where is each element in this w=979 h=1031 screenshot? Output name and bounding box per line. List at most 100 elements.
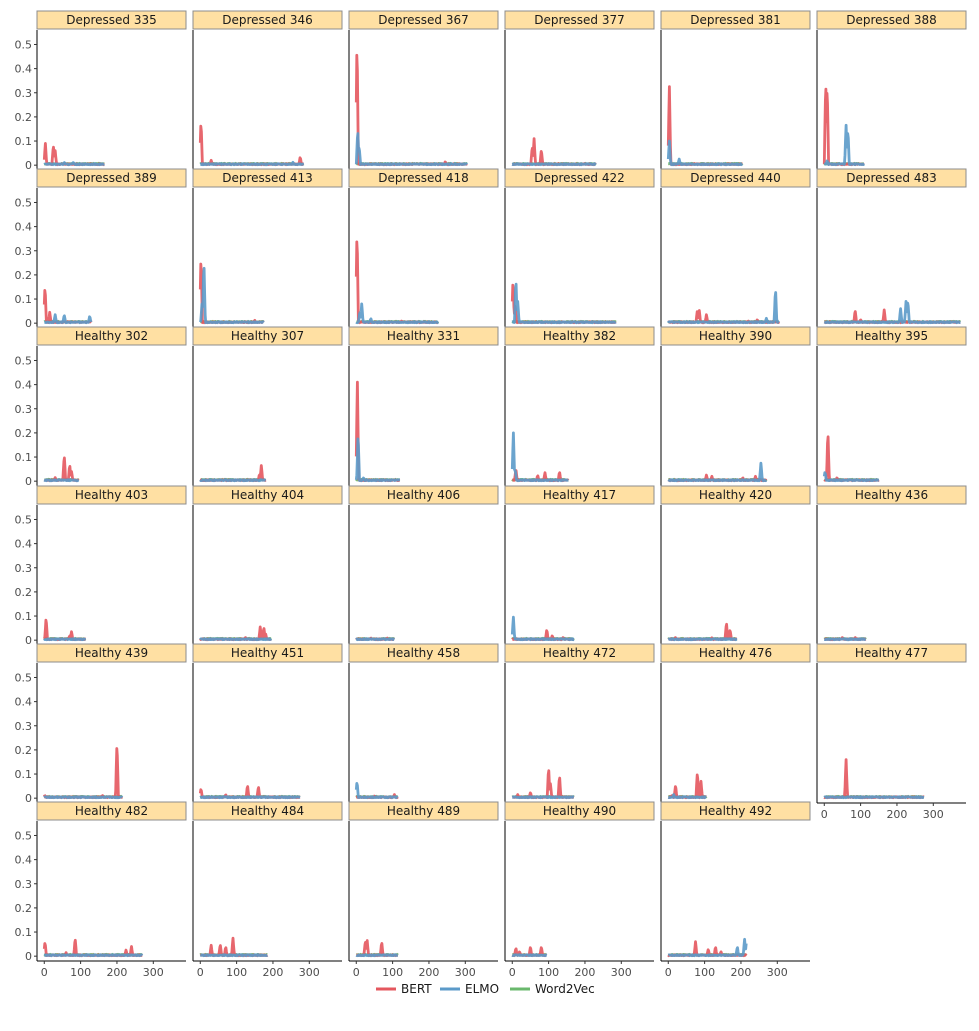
x-tick-label: 300 (923, 808, 944, 821)
y-tick-label: 0.1 (15, 451, 33, 464)
y-tick-label: 0.5 (15, 38, 33, 51)
facet-panel: Depressed 389 0 0.1 0.2 0.3 0.4 0.5 (15, 168, 187, 330)
facet-title: Healthy 476 (699, 646, 772, 660)
facet-title: Healthy 477 (855, 646, 928, 660)
facet-strip (192, 10, 343, 30)
facet-panel: Healthy 484 0 100 200 300 (192, 801, 343, 979)
facet-strip (348, 801, 499, 821)
facet-title: Healthy 458 (387, 646, 460, 660)
facet-title: Depressed 377 (534, 13, 625, 27)
facet-strip (660, 168, 811, 188)
facet-panel: Healthy 420 (660, 485, 811, 646)
facet-panel: Healthy 403 0 0.1 0.2 0.3 0.4 0.5 (15, 485, 187, 647)
legend-label: ELMO (465, 982, 499, 996)
facet-title: Healthy 307 (231, 329, 304, 343)
x-tick-label: 200 (730, 966, 751, 979)
facet-panel: Healthy 489 0 100 200 300 (348, 801, 499, 979)
facet-strip (504, 326, 655, 346)
facet-panel: Healthy 417 (504, 485, 655, 646)
series-line-bert (823, 435, 880, 483)
facet-strip (348, 326, 499, 346)
facet-strip (504, 168, 655, 188)
x-tick-label: 100 (850, 808, 871, 821)
facet-strip (816, 168, 967, 188)
legend: BERT ELMO Word2Vec (376, 982, 595, 996)
x-tick-label: 100 (538, 966, 559, 979)
facet-title: Healthy 417 (543, 488, 616, 502)
series-line-elmo (199, 795, 301, 800)
facet-panel: Healthy 390 (660, 326, 811, 487)
series-line-elmo (667, 461, 768, 483)
x-tick-label: 100 (70, 966, 91, 979)
facet-title: Depressed 381 (690, 13, 781, 27)
series-line-elmo (355, 637, 396, 642)
y-tick-label: 0.1 (15, 768, 33, 781)
y-tick-label: 0.3 (15, 720, 33, 733)
x-tick-label: 200 (886, 808, 907, 821)
x-tick-label: 0 (821, 808, 828, 821)
facet-strip (192, 168, 343, 188)
x-tick-label: 300 (455, 966, 476, 979)
y-tick-label: 0.5 (15, 354, 33, 367)
facet-title: Healthy 484 (231, 804, 304, 818)
facet-panel: Depressed 377 (504, 10, 655, 171)
y-tick-label: 0.4 (15, 538, 33, 551)
x-tick-label: 200 (106, 966, 127, 979)
facet-strip (504, 643, 655, 663)
x-tick-label: 300 (767, 966, 788, 979)
series-line-elmo (355, 953, 399, 958)
facet-title: Depressed 418 (378, 171, 469, 185)
series-line-elmo (667, 793, 708, 800)
facet-title: Healthy 404 (231, 488, 304, 502)
facet-title: Healthy 482 (75, 804, 148, 818)
series-line-elmo (354, 782, 399, 800)
series-line-elmo (199, 953, 269, 958)
series-line-elmo (822, 471, 880, 483)
y-tick-label: 0.5 (15, 513, 33, 526)
facet-panel: Healthy 490 0 100 200 300 (504, 801, 655, 979)
y-tick-label: 0.2 (15, 269, 33, 282)
series-line-bert (42, 289, 93, 324)
y-tick-label: 0.3 (15, 245, 33, 258)
facet-title: Depressed 440 (690, 171, 781, 185)
y-tick-label: 0.2 (15, 902, 33, 915)
y-tick-label: 0 (25, 317, 32, 330)
series-line-elmo (43, 161, 106, 167)
x-tick-label: 300 (299, 966, 320, 979)
x-tick-label: 0 (353, 966, 360, 979)
series-line-bert (511, 137, 597, 167)
facet-panel: Depressed 388 (816, 10, 967, 171)
facet-strip (660, 801, 811, 821)
facet-panel: Depressed 346 (192, 10, 343, 171)
facet-panel: Healthy 382 (504, 326, 655, 487)
facet-strip (348, 10, 499, 30)
y-tick-label: 0.4 (15, 379, 33, 392)
facet-strip (504, 10, 655, 30)
x-tick-label: 0 (197, 966, 204, 979)
facet-strip (660, 485, 811, 505)
facet-title: Healthy 436 (855, 488, 928, 502)
facet-panel: Healthy 395 (816, 326, 967, 487)
facet-title: Depressed 367 (378, 13, 469, 27)
y-tick-label: 0.3 (15, 403, 33, 416)
y-tick-label: 0.2 (15, 744, 33, 757)
facet-title: Healthy 451 (231, 646, 304, 660)
facet-panel: Depressed 367 (348, 10, 499, 171)
facet-strip (36, 801, 187, 821)
y-tick-label: 0.4 (15, 696, 33, 709)
series-line-elmo (823, 123, 866, 167)
y-tick-label: 0 (25, 475, 32, 488)
y-tick-label: 0.1 (15, 926, 33, 939)
facet-title: Healthy 390 (699, 329, 772, 343)
legend-label: BERT (401, 982, 432, 996)
y-tick-label: 0.1 (15, 293, 33, 306)
series-line-bert (43, 456, 80, 483)
facet-panel: Healthy 331 (348, 326, 499, 487)
facet-title: Depressed 422 (534, 171, 625, 185)
series-line-elmo (354, 437, 401, 483)
facet-strip (816, 326, 967, 346)
y-tick-label: 0.4 (15, 63, 33, 76)
facet-panel: Depressed 418 (348, 168, 499, 329)
